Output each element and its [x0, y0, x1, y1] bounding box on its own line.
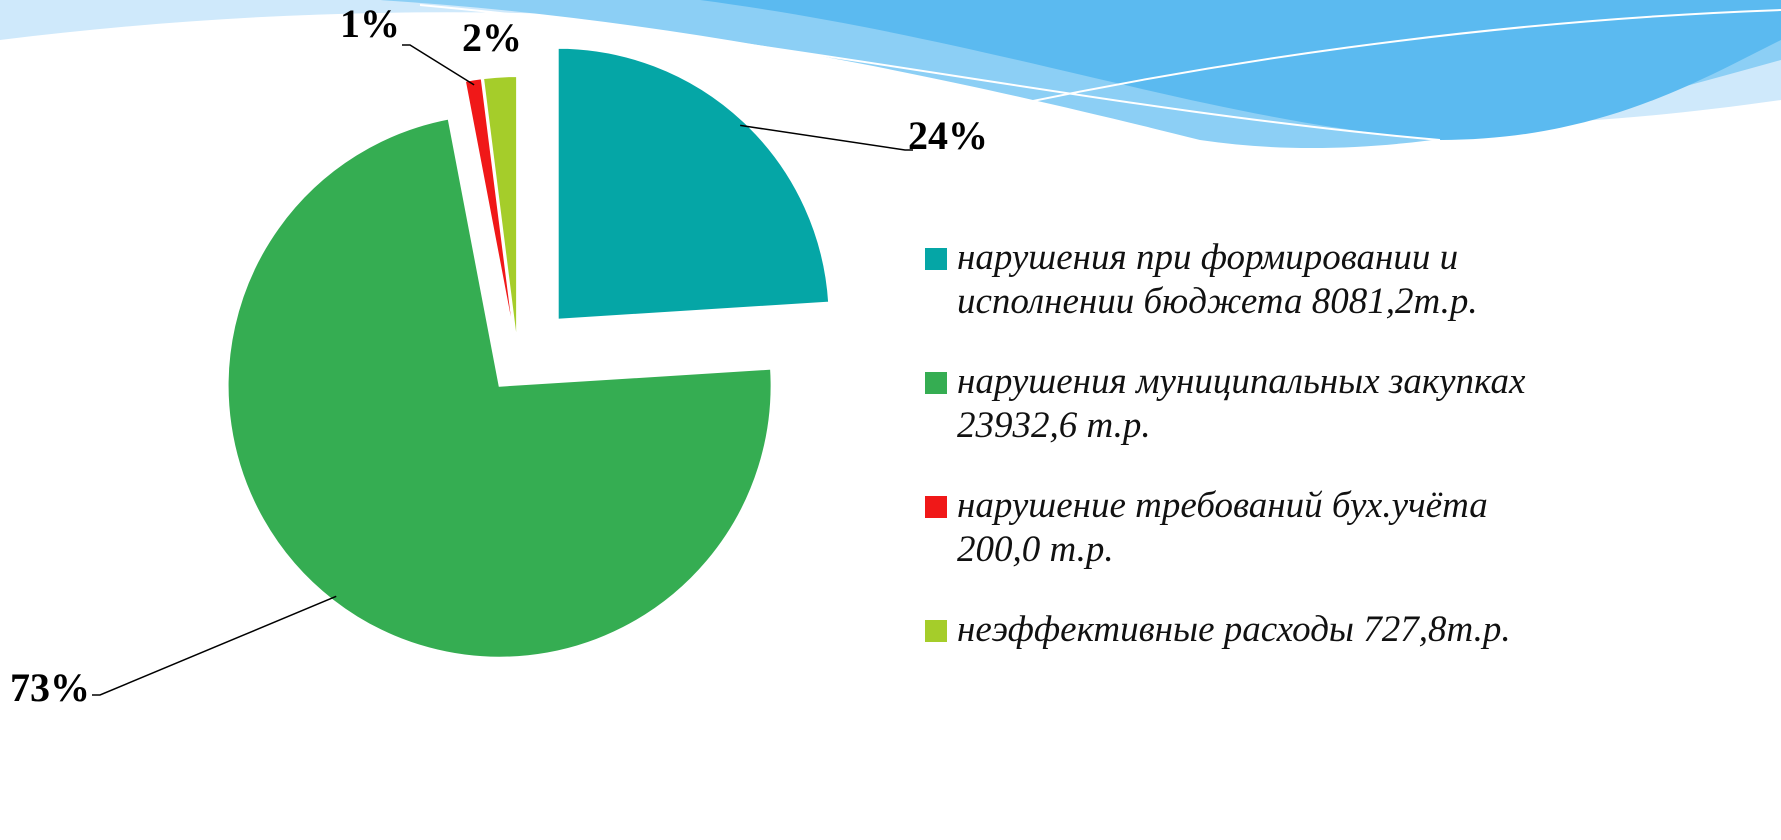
- data-label: 1%: [340, 1, 400, 46]
- data-label: 24%: [908, 113, 988, 158]
- legend-label: нарушения муниципальных закупках 23932,6…: [957, 361, 1525, 446]
- legend-swatch: [925, 248, 947, 270]
- legend-swatch: [925, 372, 947, 394]
- legend-entry: нарушения при формировании и исполнении …: [925, 236, 1565, 324]
- pie-slice: [558, 48, 829, 320]
- data-label: 2%: [462, 15, 522, 60]
- page: 24% 73% 1% 2% нарушения при формировании и …: [0, 0, 1781, 840]
- background-wave: [0, 0, 1781, 148]
- legend-label: неэффективные расходы 727,8т.р.: [957, 609, 1511, 650]
- legend-entry: неэффективные расходы 727,8т.р.: [925, 608, 1565, 652]
- legend-swatch: [925, 496, 947, 518]
- pie-slice: [483, 76, 517, 348]
- data-label: 73%: [10, 665, 90, 710]
- legend-entry: нарушения муниципальных закупках 23932,6…: [925, 360, 1565, 448]
- legend-label: нарушение требований бух.учёта 200,0 т.р…: [957, 485, 1488, 570]
- legend-swatch: [925, 620, 947, 642]
- leader-line: [92, 596, 336, 695]
- legend-label: нарушения при формировании и исполнении …: [957, 237, 1478, 322]
- legend-entry: нарушение требований бух.учёта 200,0 т.р…: [925, 484, 1565, 572]
- legend: нарушения при формировании и исполнении …: [925, 236, 1565, 688]
